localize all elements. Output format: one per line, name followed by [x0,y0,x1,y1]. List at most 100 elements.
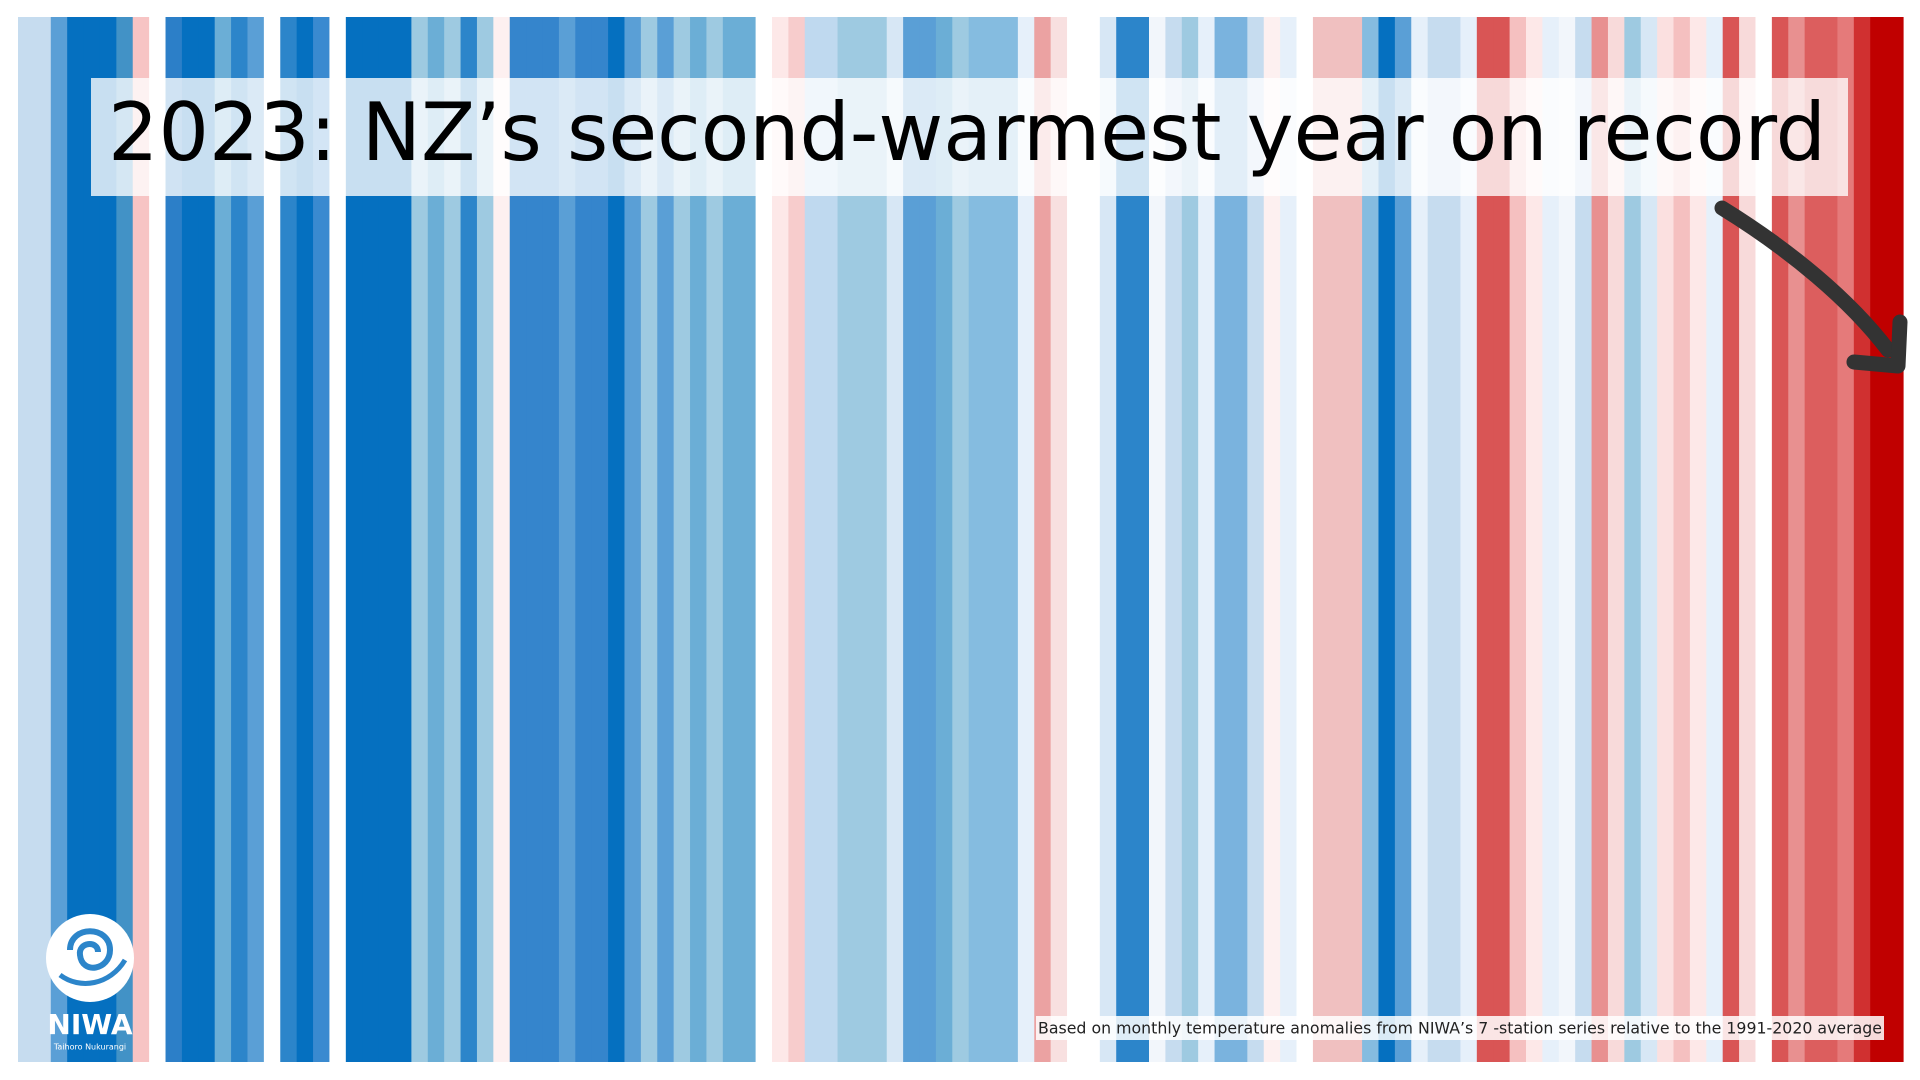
stripe [1427,17,1445,1062]
note: Based on monthly temperature anomalies f… [1038,1019,1882,1038]
stripe [476,17,494,1062]
stripe [1411,17,1429,1062]
stripe [558,17,576,1062]
stripe [935,17,953,1062]
stripe [1181,17,1199,1062]
stripe [1001,17,1019,1062]
stripe [1706,17,1724,1062]
stripe [985,17,1003,1062]
stripe [362,17,380,1062]
stripe [231,17,249,1062]
stripe [837,17,855,1062]
stripe [1493,17,1511,1062]
stripe [903,17,921,1062]
stripe [657,17,675,1062]
stripe [1116,17,1134,1062]
stripe [1460,17,1478,1062]
logo-emblem [46,914,134,1002]
stripe [18,17,35,1062]
stripe [821,17,839,1062]
stripe [1099,17,1117,1062]
stripe [1165,17,1183,1062]
stripe [690,17,708,1062]
stripe [50,17,68,1062]
stripe [608,17,626,1062]
stripe [1034,17,1052,1062]
stripe [1050,17,1068,1062]
stripe [1280,17,1298,1062]
stripe [1739,17,1757,1062]
stripe [460,17,478,1062]
stripe [345,17,363,1062]
stripe [1362,17,1380,1062]
stripe [1214,17,1232,1062]
stripe [788,17,806,1062]
logo-name: NIWA [47,1008,132,1041]
stripe [1198,17,1216,1062]
stripe [1771,17,1789,1062]
stripe [1870,17,1888,1062]
stripe [329,17,347,1062]
stripe [1886,17,1904,1062]
stripe [1149,17,1166,1062]
stripe [575,17,593,1062]
stripe [313,17,331,1062]
title-box [91,78,1848,196]
stripe [1263,17,1281,1062]
stripe [1067,17,1085,1062]
stripe [1083,17,1101,1062]
stripe [1607,17,1625,1062]
stripe [165,17,183,1062]
stripe [263,17,281,1062]
stripe [99,17,117,1062]
stripe [1017,17,1035,1062]
stripe [755,17,773,1062]
stripe [116,17,134,1062]
logo: NIWA Taihoro Nukurangi [46,914,134,1052]
stripe [1788,17,1806,1062]
stripe [952,17,970,1062]
stripe [149,17,167,1062]
stripe [1444,17,1462,1062]
stripe [214,17,232,1062]
stripe [1394,17,1412,1062]
stripe [1345,17,1363,1062]
stripe [280,17,298,1062]
stripe [67,17,85,1062]
stripe [1312,17,1330,1062]
stripe [1837,17,1855,1062]
stripe [1230,17,1248,1062]
stripe [1132,17,1150,1062]
stripe [526,17,544,1062]
stripe [706,17,724,1062]
stripe [1853,17,1871,1062]
stripe [1296,17,1314,1062]
stripe [853,17,871,1062]
stripe [427,17,445,1062]
chart-title: 2023: NZ’s second-warmest year on record [108,86,1826,179]
logo-swirl [67,928,114,971]
stripe [493,17,511,1062]
note-box [1036,1016,1884,1040]
stripe [772,17,789,1062]
stripe [198,17,216,1062]
stripe [542,17,560,1062]
stripe [804,17,822,1062]
stripe [1542,17,1560,1062]
stripe [378,17,396,1062]
stripe [1657,17,1675,1062]
stripe [509,17,527,1062]
stripe [444,17,462,1062]
stripe [739,17,757,1062]
stripe [870,17,888,1062]
stripe [296,17,314,1062]
logo-swirl [58,958,128,986]
stripe [640,17,658,1062]
stripe [673,17,691,1062]
stripe [1558,17,1576,1062]
stripe [591,17,609,1062]
arrow [1714,200,1896,358]
stripes [18,17,1904,1062]
stripe [624,17,642,1062]
stripe [1624,17,1642,1062]
